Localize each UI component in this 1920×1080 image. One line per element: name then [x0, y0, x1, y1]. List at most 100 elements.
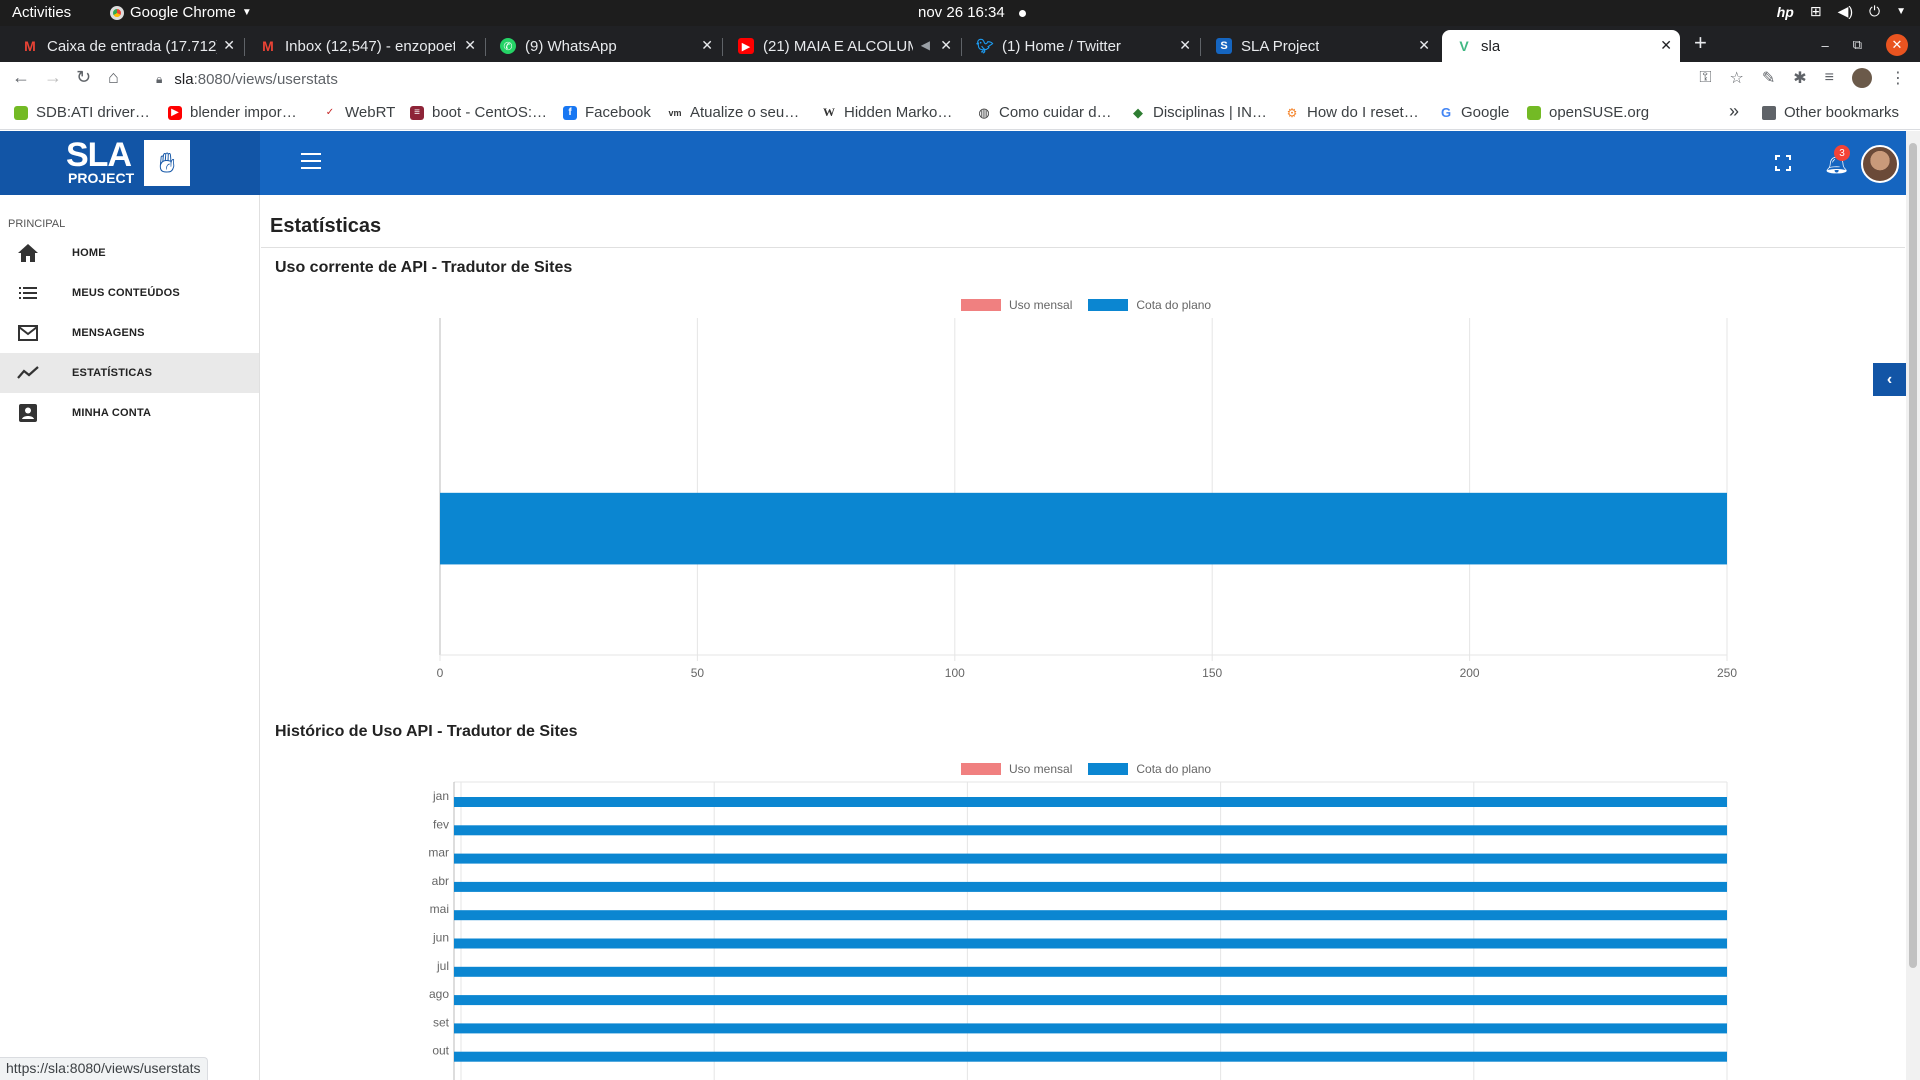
x-tick-label: 50 — [691, 666, 705, 680]
stackexchange-icon: ≡ — [410, 105, 424, 120]
back-arrow-icon[interactable]: ← — [12, 67, 30, 87]
webrt-icon: ✓ — [325, 107, 335, 118]
lock-icon[interactable]: 🔒︎ — [156, 71, 163, 86]
app-name: Google Chrome — [130, 4, 236, 21]
y-tick-label: mar — [428, 846, 449, 860]
bookmark-item[interactable]: ⚙ How do I reset… — [1285, 104, 1419, 121]
activities-button[interactable]: Activities — [12, 4, 72, 21]
bookmark-item[interactable]: ▶ blender impor… — [168, 104, 297, 121]
tab-gmail-en[interactable]: M Inbox (12,547) - enzopoet ✕ — [246, 30, 484, 62]
close-tab-icon[interactable]: ✕ — [223, 37, 235, 53]
bookmarks-overflow-button[interactable]: » — [1729, 101, 1739, 122]
volume-icon[interactable]: ◀) — [1837, 3, 1854, 19]
reload-icon[interactable]: ↻ — [76, 67, 92, 87]
tab-sla-project[interactable]: S SLA Project ✕ — [1202, 30, 1438, 62]
app-header: SLA PROJECT ✋︎ 🔔︎ 3 — [0, 131, 1920, 195]
tab-title: (21) MAIA E ALCOLUMI — [763, 37, 913, 55]
current-usage-chart: 0 50 100 150 200 250 — [437, 318, 1737, 680]
sidebar-item-minha-conta[interactable]: MINHA CONTA — [0, 393, 259, 433]
opensuse-icon — [14, 105, 28, 120]
hp-icon[interactable]: hp — [1776, 3, 1794, 20]
tab-strip: M Caixa de entrada (17.712) ✕ M Inbox (1… — [0, 26, 1920, 62]
close-tab-icon[interactable]: ✕ — [1179, 37, 1191, 53]
power-icon[interactable]: ⏻ — [1869, 3, 1881, 19]
page-scrollbar[interactable] — [1906, 131, 1920, 1080]
close-tab-icon[interactable]: ✕ — [940, 37, 952, 53]
close-tab-icon[interactable]: ✕ — [1660, 37, 1672, 53]
tab-gmail-br[interactable]: M Caixa de entrada (17.712) ✕ — [8, 30, 243, 62]
sla-project-logo[interactable]: SLA PROJECT ✋︎ — [66, 136, 194, 186]
system-tray[interactable]: hp ⊞ ◀) ⏻ ▼ — [1777, 3, 1906, 20]
y-tick-label: fev — [433, 817, 449, 831]
legend-label[interactable]: Cota do plano — [1136, 298, 1212, 312]
usage-history-chart: jan fev mar abr mai jun jul ago set out — [428, 781, 1728, 1080]
caret-down-icon: ▼ — [241, 7, 252, 18]
legend-label[interactable]: Uso mensal — [1009, 298, 1073, 312]
notification-badge: 3 — [1834, 145, 1850, 161]
sidebar-item-home[interactable]: HOME — [0, 233, 259, 273]
sidebar-item-estatisticas[interactable]: ESTATÍSTICAS — [0, 353, 259, 393]
toolbar-actions: ⚿ ☆ ✎ ✱ ≡ ⋮ — [1699, 68, 1906, 88]
bookmark-item[interactable]: ✓ WebRT — [323, 104, 396, 121]
notification-dot-icon — [1018, 9, 1026, 17]
profile-avatar[interactable] — [1852, 68, 1872, 88]
close-tab-icon[interactable]: ✕ — [464, 37, 476, 53]
fullscreen-icon[interactable] — [1775, 155, 1791, 171]
extension-edit-icon[interactable]: ✎ — [1761, 70, 1776, 87]
app-menu[interactable]: Google Chrome ▼ — [110, 4, 252, 21]
folder-icon — [1762, 105, 1776, 120]
list-icon — [16, 281, 40, 305]
sidebar-item-meus-conteudos[interactable]: MEUS CONTEÚDOS — [0, 273, 259, 313]
chevron-down-icon[interactable]: ▼ — [1896, 6, 1906, 17]
bookmark-item[interactable]: vm Atualize o seu… — [668, 104, 799, 121]
bookmark-item[interactable]: f Facebook — [563, 104, 651, 121]
sidebar-item-label: HOME — [72, 247, 106, 259]
sidebar-item-label: MEUS CONTEÚDOS — [72, 287, 180, 299]
tab-whatsapp[interactable]: ✆ (9) WhatsApp ✕ — [486, 30, 721, 62]
bookmark-label: Atualize o seu… — [690, 104, 800, 121]
key-icon[interactable]: ⚿ — [1699, 69, 1712, 86]
legend-swatch-cota-do-plano[interactable] — [1088, 763, 1129, 775]
home-icon[interactable]: ⌂ — [108, 67, 119, 87]
media-queue-icon[interactable]: ≡ — [1824, 69, 1834, 86]
bookmark-item[interactable]: ◆ Disciplinas | IN… — [1131, 104, 1267, 121]
clock[interactable]: nov 26 16:34 — [918, 4, 1026, 21]
audio-playing-icon[interactable]: ◀ — [920, 38, 930, 52]
tab-youtube[interactable]: ▶ (21) MAIA E ALCOLUMI ◀ ✕ — [724, 30, 960, 62]
close-tab-icon[interactable]: ✕ — [1418, 37, 1430, 53]
bookmark-item[interactable]: G Google — [1439, 104, 1509, 121]
tab-sla-active[interactable]: V sla ✕ — [1442, 30, 1680, 62]
legend-swatch-cota-do-plano[interactable] — [1088, 299, 1129, 311]
kebab-menu-icon[interactable]: ⋮ — [1890, 70, 1906, 87]
chart-title: Uso corrente de API - Tradutor de Sites — [275, 259, 573, 276]
legend-label[interactable]: Cota do plano — [1136, 762, 1212, 776]
bookmark-label: Disciplinas | IN… — [1153, 104, 1267, 121]
network-icon[interactable]: ⊞ — [1809, 3, 1822, 19]
hamburger-menu-icon[interactable] — [301, 153, 321, 169]
user-avatar[interactable] — [1861, 145, 1899, 183]
bookmark-item[interactable]: ≡ boot - CentOS:… — [410, 104, 547, 121]
star-icon[interactable]: ☆ — [1729, 70, 1744, 87]
tab-title: (1) Home / Twitter — [1002, 37, 1121, 55]
legend-swatch-uso-mensal[interactable] — [961, 299, 1001, 311]
legend-label[interactable]: Uso mensal — [1009, 762, 1073, 776]
other-bookmarks[interactable]: Other bookmarks — [1762, 104, 1899, 121]
bookmark-item[interactable]: SDB:ATI driver… — [14, 104, 150, 121]
legend-swatch-uso-mensal[interactable] — [961, 763, 1001, 775]
address-bar[interactable]: 🔒︎ sla:8080/views/userstats — [144, 64, 1744, 94]
new-tab-button[interactable]: + — [1694, 30, 1707, 55]
bookmark-item[interactable]: ◍ Como cuidar d… — [977, 104, 1111, 121]
minimize-icon[interactable]: – — [1821, 37, 1829, 53]
close-tab-icon[interactable]: ✕ — [701, 37, 713, 53]
scrollbar-thumb[interactable] — [1909, 143, 1917, 968]
maximize-icon[interactable]: ⧉ — [1852, 37, 1862, 52]
forward-arrow-icon[interactable]: → — [44, 67, 62, 87]
bookmark-item[interactable]: openSUSE.org — [1527, 104, 1649, 121]
tab-twitter[interactable]: 🐦︎ (1) Home / Twitter ✕ — [963, 30, 1199, 62]
chevron-left-icon[interactable]: ‹ — [1873, 363, 1906, 396]
bookmark-item[interactable]: W Hidden Marko… — [822, 104, 952, 121]
chevron-double-right-icon: » — [1729, 101, 1740, 121]
close-window-icon[interactable]: ✕ — [1886, 34, 1908, 56]
sidebar-item-mensagens[interactable]: MENSAGENS — [0, 313, 259, 353]
puzzle-icon[interactable]: ✱ — [1793, 70, 1807, 87]
